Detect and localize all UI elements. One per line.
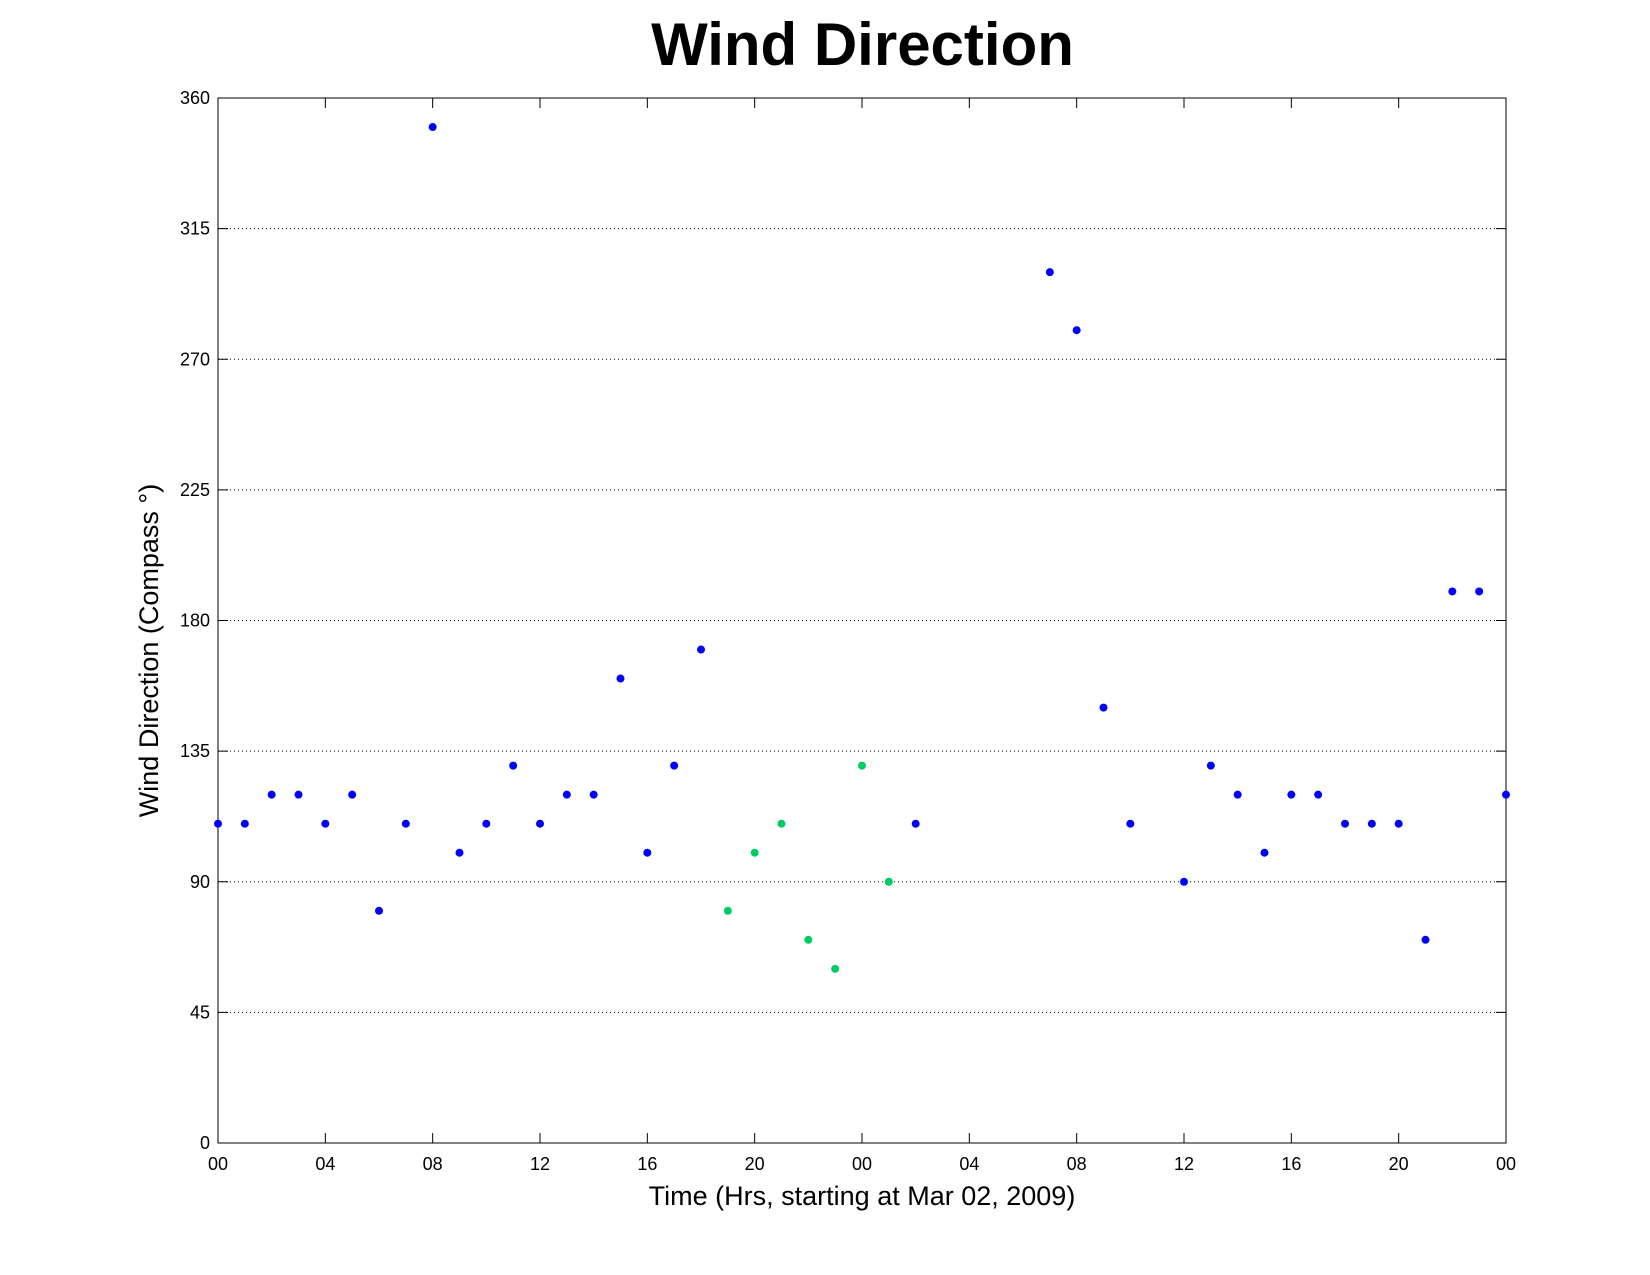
grid-lines [218,228,1506,1013]
data-point [1233,790,1242,799]
data-point [1072,326,1081,335]
data-point [670,761,679,770]
x-axis-label: Time (Hrs, starting at Mar 02, 2009) [649,1181,1076,1211]
y-tick-label: 360 [180,88,210,108]
data-point [804,935,813,944]
data-point [375,906,383,915]
data-point [1045,268,1054,277]
data-point [723,906,732,915]
data-point [294,790,303,799]
x-tick-label: 08 [1067,1154,1087,1174]
x-tick-label: 16 [1281,1154,1301,1174]
data-point [750,848,759,857]
data-point [267,790,276,799]
data-point [777,819,786,828]
x-tick-label: 12 [530,1154,550,1174]
data-point [482,819,491,828]
data-point [589,790,598,799]
data-point [884,877,893,886]
x-tick-label: 00 [208,1154,228,1174]
data-point [858,761,866,770]
y-tick-label: 90 [190,872,210,892]
data-point [1314,790,1323,799]
data-point [348,790,357,799]
x-tick-label: 20 [745,1154,765,1174]
data-point [831,964,840,973]
data-point [1126,819,1135,828]
y-tick-label: 270 [180,349,210,369]
x-tick-label: 04 [959,1154,979,1174]
y-tick-label: 180 [180,611,210,631]
data-point [1367,819,1376,828]
x-tick-label: 00 [1496,1154,1516,1174]
axis-tick-labels: 0 45 90 135 180 225 270 315 360 00 04 08 12 16 20 00 04 0… [180,88,1516,1174]
y-tick-label: 45 [190,1002,210,1022]
data-point [911,819,920,828]
x-tick-label: 20 [1389,1154,1409,1174]
x-tick-label: 00 [852,1154,872,1174]
data-point [1448,587,1457,596]
y-tick-label: 315 [180,219,210,239]
data-point [1502,790,1510,799]
y-axis-label: Wind Direction (Compass °) [134,484,164,817]
data-point [697,645,705,654]
data-point [214,819,222,828]
data-point [1099,703,1108,712]
data-point [1206,761,1215,770]
data-point [321,819,330,828]
data-point [1180,877,1188,886]
data-point [509,761,518,770]
x-tick-label: 04 [315,1154,335,1174]
y-tick-label: 225 [180,480,210,500]
x-tick-label: 08 [423,1154,443,1174]
x-tick-label: 12 [1174,1154,1194,1174]
data-point [1475,587,1484,596]
data-point [536,819,544,828]
y-tick-label: 135 [180,741,210,761]
axis-ticks [217,97,1507,1144]
data-point [616,674,625,683]
data-point [1341,819,1349,828]
data-point [1421,935,1430,944]
data-point [562,790,571,799]
data-point [428,123,437,132]
chart-title: Wind Direction [651,11,1074,78]
data-point [643,848,652,857]
data-point [401,819,410,828]
data-points [214,123,1510,973]
data-point [1394,819,1403,828]
data-point [1260,848,1269,857]
x-tick-label: 16 [637,1154,657,1174]
data-point [455,848,464,857]
data-point [240,819,249,828]
y-tick-label: 0 [200,1133,210,1153]
data-point [1287,790,1296,799]
